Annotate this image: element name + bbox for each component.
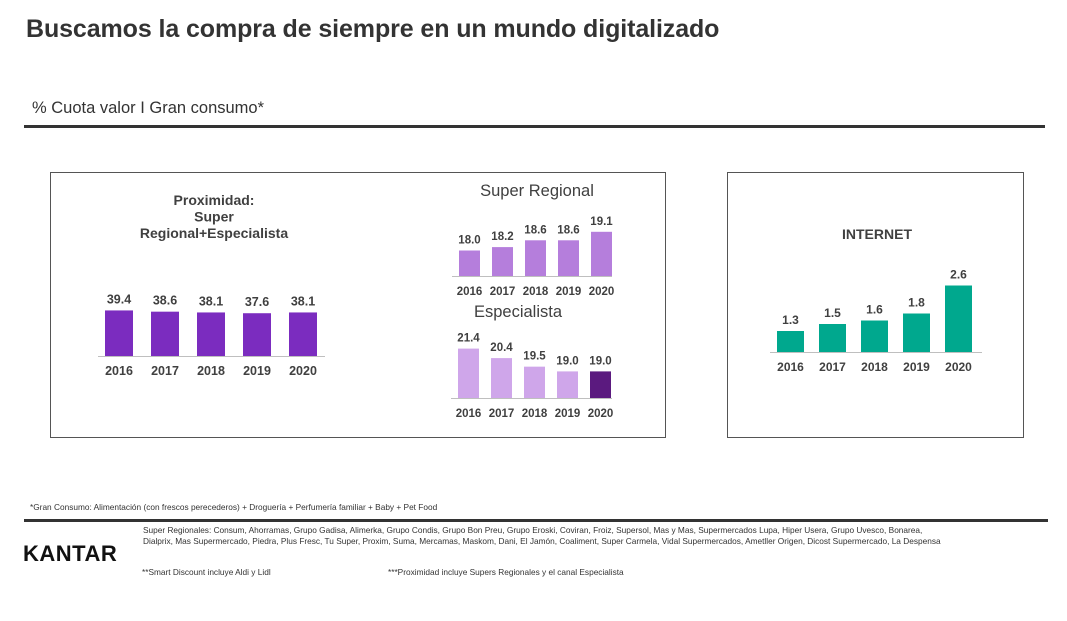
internet-tick-label-2016: 2016 bbox=[777, 360, 804, 374]
footnote-proximidad: ***Proximidad incluye Supers Regionales … bbox=[388, 567, 624, 577]
especialista-tick-label-2017: 2017 bbox=[489, 408, 515, 420]
especialista-bar-2017 bbox=[491, 358, 512, 398]
especialista-data-label-2020: 19.0 bbox=[589, 355, 611, 367]
internet-data-label-2018: 1.6 bbox=[866, 303, 883, 317]
internet-bar-2016 bbox=[777, 331, 804, 352]
internet-tick-label-2017: 2017 bbox=[819, 360, 846, 374]
super_regional-tick-label-2020: 2020 bbox=[589, 286, 615, 298]
proximidad-tick-label-2017: 2017 bbox=[151, 364, 179, 378]
proximidad-chart-title-line-2: Super bbox=[194, 209, 234, 225]
especialista-tick-label-2019: 2019 bbox=[555, 408, 581, 420]
especialista-data-label-2017: 20.4 bbox=[490, 342, 513, 354]
super_regional-tick-label-2016: 2016 bbox=[457, 286, 483, 298]
super_regional-bar-2018 bbox=[525, 240, 546, 276]
proximidad-tick-label-2018: 2018 bbox=[197, 364, 225, 378]
especialista-chart-title: Especialista bbox=[474, 303, 563, 321]
internet-data-label-2020: 2.6 bbox=[950, 268, 967, 282]
proximidad-bar-2020 bbox=[289, 312, 317, 356]
internet-data-label-2019: 1.8 bbox=[908, 296, 925, 310]
internet-bar-2017 bbox=[819, 324, 846, 352]
header-divider bbox=[24, 125, 1045, 128]
especialista-bar-2018 bbox=[524, 366, 545, 398]
footnote-smart-discount: **Smart Discount incluye Aldi y Lidl bbox=[142, 567, 271, 577]
page-subtitle: % Cuota valor I Gran consumo* bbox=[32, 99, 265, 117]
especialista-data-label-2018: 19.5 bbox=[523, 351, 546, 363]
proximidad-bar-2019 bbox=[243, 313, 271, 356]
super_regional-data-label-2016: 18.0 bbox=[458, 235, 480, 247]
super_regional-data-label-2017: 18.2 bbox=[491, 231, 513, 243]
especialista-bar-2016 bbox=[458, 348, 479, 398]
especialista-tick-label-2016: 2016 bbox=[456, 408, 482, 420]
footer-divider bbox=[24, 519, 1048, 522]
super_regional-bar-2019 bbox=[558, 240, 579, 276]
proximidad-bar-2018 bbox=[197, 312, 225, 356]
super_regional-chart-title: Super Regional bbox=[480, 182, 594, 200]
proximidad-data-label-2018: 38.1 bbox=[199, 294, 223, 308]
especialista-data-label-2019: 19.0 bbox=[556, 355, 578, 367]
footnote-gran-consumo: *Gran Consumo: Alimentación (con frescos… bbox=[30, 502, 438, 512]
proximidad-chart-title-line-3: Regional+Especialista bbox=[140, 225, 288, 241]
super_regional-data-label-2019: 18.6 bbox=[557, 224, 579, 236]
proximidad-tick-label-2020: 2020 bbox=[289, 364, 317, 378]
super_regional-bar-2016 bbox=[459, 250, 480, 276]
proximidad-chart-title-line-1: Proximidad: bbox=[174, 192, 255, 208]
super_regional-tick-label-2017: 2017 bbox=[490, 286, 516, 298]
proximidad-tick-label-2019: 2019 bbox=[243, 364, 271, 378]
footnote-super-regionales: Super Regionales: Consum, Ahorramas, Gru… bbox=[143, 525, 941, 546]
internet-bar-2019 bbox=[903, 313, 930, 352]
proximidad-bar-2016 bbox=[105, 310, 133, 356]
internet-tick-label-2020: 2020 bbox=[945, 360, 972, 374]
internet-tick-label-2019: 2019 bbox=[903, 360, 930, 374]
internet-tick-label-2018: 2018 bbox=[861, 360, 888, 374]
proximidad-tick-label-2016: 2016 bbox=[105, 364, 133, 378]
internet-panel bbox=[727, 172, 1024, 438]
super_regional-bar-2017 bbox=[492, 247, 513, 276]
proximidad-bar-2017 bbox=[151, 311, 179, 356]
internet-bar-2020 bbox=[945, 285, 972, 352]
especialista-bar-2020 bbox=[590, 371, 611, 398]
proximidad-data-label-2019: 37.6 bbox=[245, 295, 269, 309]
especialista-tick-label-2020: 2020 bbox=[588, 408, 614, 420]
kantar-logo: KANTAR bbox=[23, 541, 118, 566]
especialista-bar-2019 bbox=[557, 371, 578, 398]
internet-data-label-2016: 1.3 bbox=[782, 313, 799, 327]
super_regional-tick-label-2019: 2019 bbox=[556, 286, 582, 298]
super_regional-bar-2020 bbox=[591, 231, 612, 276]
proximidad-data-label-2020: 38.1 bbox=[291, 294, 315, 308]
proximidad-data-label-2016: 39.4 bbox=[107, 292, 131, 306]
internet-data-label-2017: 1.5 bbox=[824, 306, 841, 320]
proximidad-panel bbox=[50, 172, 666, 438]
especialista-data-label-2016: 21.4 bbox=[457, 333, 480, 345]
super_regional-tick-label-2018: 2018 bbox=[523, 286, 549, 298]
especialista-tick-label-2018: 2018 bbox=[522, 408, 548, 420]
super_regional-data-label-2020: 19.1 bbox=[590, 216, 613, 228]
page-title: Buscamos la compra de siempre en un mund… bbox=[26, 15, 720, 43]
internet-bar-2018 bbox=[861, 320, 888, 352]
internet-chart-title: INTERNET bbox=[842, 226, 912, 242]
super_regional-data-label-2018: 18.6 bbox=[524, 224, 546, 236]
proximidad-data-label-2017: 38.6 bbox=[153, 294, 177, 308]
